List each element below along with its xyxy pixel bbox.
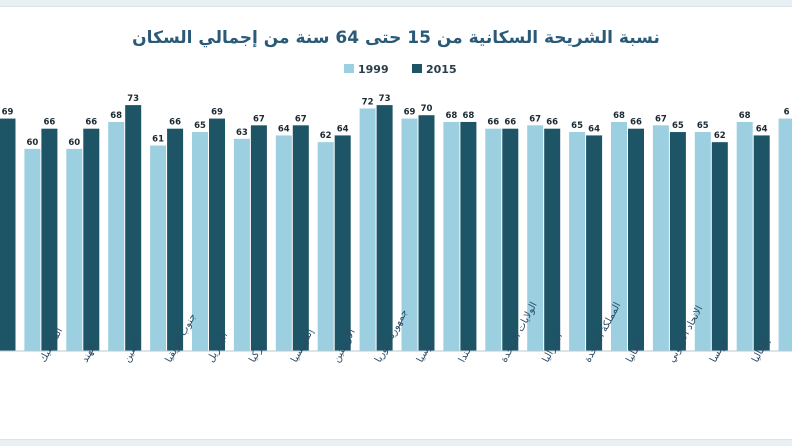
value-label-1999-7: 64: [278, 124, 290, 134]
bar-1999-6: [233, 138, 250, 351]
legend-label-1999: 1999: [358, 63, 389, 76]
bar-2015-3: [125, 105, 142, 352]
bar-1999-18: [736, 121, 753, 352]
bar-2015-1: [41, 128, 58, 351]
bar-2015-6: [250, 125, 267, 351]
bar-chart: نسبة الشريحة السكانية من 15 حتى 64 سنة م…: [0, 28, 792, 364]
bar-2015-15: [628, 128, 644, 351]
value-label-2015-15: 66: [630, 118, 642, 128]
value-label-1999-16: 67: [655, 114, 667, 124]
bar-1999-19: [778, 118, 792, 351]
bar-1999-9: [359, 108, 376, 351]
value-label-2015-10: 70: [421, 104, 433, 114]
chart-card: نسبة الشريحة السكانية من 15 حتى 64 سنة م…: [0, 6, 792, 440]
bar-1999-14: [569, 132, 586, 351]
bar-1999-17: [694, 132, 711, 351]
value-label-2015-11: 68: [462, 111, 474, 121]
value-label-2015-13: 66: [546, 118, 558, 128]
legend-label-2015: 2015: [426, 63, 457, 76]
bar-2015-9: [376, 105, 393, 352]
bar-1999-4: [150, 145, 167, 351]
bar-2015-0: [0, 118, 16, 351]
bar-1999-5: [192, 132, 208, 351]
bar-2015-5: [209, 118, 225, 351]
bar-1999-8: [317, 142, 334, 351]
bar-1999-13: [527, 125, 544, 351]
value-label-2015-16: 65: [672, 121, 684, 131]
bar-1999-7: [275, 135, 292, 351]
value-label-2015-0: 69: [2, 108, 14, 118]
bar-2015-17: [711, 142, 728, 351]
bar-2015-18: [753, 135, 770, 351]
bars-group: 0696066606668736166656963676467626472736…: [0, 94, 792, 352]
value-label-1999-9: 72: [362, 97, 374, 107]
bar-1999-12: [485, 128, 502, 351]
value-label-2015-1: 66: [43, 118, 55, 128]
bar-1999-3: [108, 121, 125, 352]
value-label-1999-3: 68: [110, 111, 122, 121]
bar-1999-16: [652, 125, 669, 351]
bar-1999-10: [401, 118, 418, 351]
value-label-2015-18: 64: [756, 124, 768, 134]
bar-2015-8: [334, 135, 351, 351]
value-label-2015-3: 73: [127, 94, 139, 104]
bar-2015-13: [544, 128, 561, 351]
bar-1999-2: [66, 148, 83, 351]
legend-swatch-2015: [412, 64, 422, 73]
value-label-2015-6: 67: [253, 114, 265, 124]
value-label-1999-10: 69: [404, 108, 416, 118]
value-label-2015-4: 66: [169, 118, 181, 128]
bar-1999-11: [443, 121, 460, 352]
bar-2015-11: [460, 121, 477, 352]
value-label-1999-6: 63: [236, 128, 248, 138]
value-label-1999-19: 6: [784, 108, 790, 118]
value-label-2015-12: 66: [504, 118, 516, 128]
value-label-2015-5: 69: [211, 108, 223, 118]
bar-2015-7: [292, 125, 309, 351]
value-label-2015-17: 62: [714, 131, 726, 141]
value-label-1999-11: 68: [445, 111, 457, 121]
bar-2015-10: [418, 115, 435, 351]
legend: 1999 2015: [344, 63, 457, 76]
value-label-1999-18: 68: [739, 111, 751, 121]
value-label-2015-14: 64: [588, 124, 600, 134]
value-label-2015-7: 67: [295, 114, 307, 124]
value-label-1999-4: 61: [152, 135, 164, 145]
value-label-1999-8: 62: [320, 131, 332, 141]
value-label-1999-13: 67: [529, 114, 541, 124]
bar-2015-12: [502, 128, 519, 351]
bar-1999-15: [611, 121, 627, 352]
legend-swatch-1999: [344, 64, 354, 73]
chart-title: نسبة الشريحة السكانية من 15 حتى 64 سنة م…: [132, 28, 660, 48]
value-label-1999-2: 60: [68, 138, 80, 148]
value-label-2015-2: 66: [85, 118, 97, 128]
value-label-1999-17: 65: [697, 121, 709, 131]
value-label-1999-12: 66: [487, 118, 499, 128]
value-label-2015-9: 73: [379, 94, 391, 104]
bar-2015-2: [83, 128, 100, 351]
bar-2015-16: [669, 132, 686, 351]
value-label-2015-8: 64: [337, 124, 349, 134]
value-label-1999-1: 60: [26, 138, 38, 148]
value-label-1999-15: 68: [613, 111, 625, 121]
value-label-1999-14: 65: [571, 121, 583, 131]
bar-2015-14: [586, 135, 603, 351]
bar-2015-4: [167, 128, 184, 351]
value-label-1999-5: 65: [194, 121, 206, 131]
bar-1999-1: [24, 148, 41, 351]
